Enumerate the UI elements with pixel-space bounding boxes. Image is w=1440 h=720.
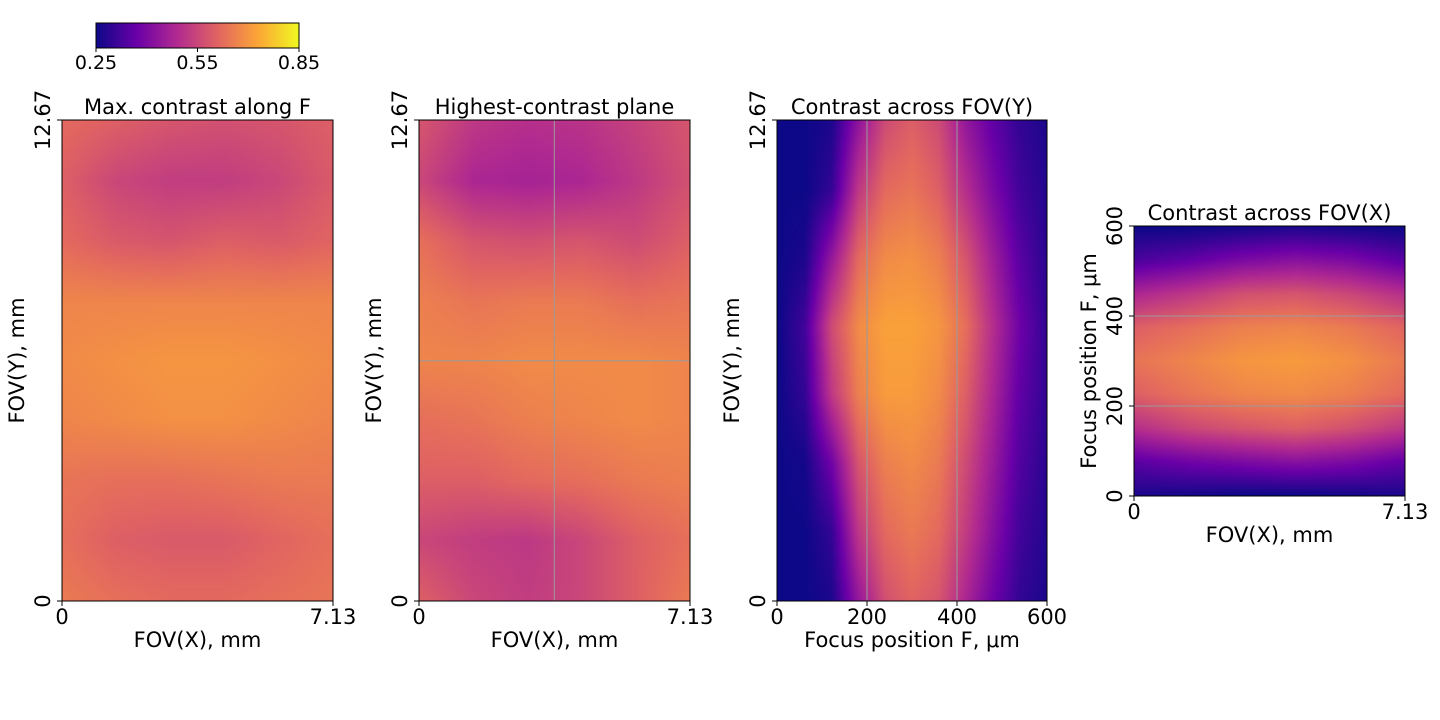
y-tick-label: 12.67	[746, 90, 770, 150]
x-axis-label: FOV(X), mm	[491, 628, 619, 652]
plot-title: Max. contrast along F	[84, 95, 311, 119]
y-axis-label: Focus position F, μm	[1077, 253, 1101, 469]
y-axis-label: FOV(Y), mm	[362, 297, 386, 423]
axes-frame	[418, 119, 691, 602]
heatmap-image	[1134, 226, 1405, 496]
y-tick-label: 0	[31, 594, 55, 607]
y-tick-label: 0	[388, 594, 412, 607]
heatmap-panel-2: Highest-contrast plane 0 7.13 0 12.67 FOV(X),…	[362, 90, 713, 652]
x-tick-label: 0	[770, 605, 783, 629]
y-tick-label: 12.67	[31, 90, 55, 150]
colorbar-gradient	[95, 22, 300, 49]
panels: Max. contrast along F 0 7.13 0 12.67 FOV(X), …	[5, 90, 1428, 652]
axes-frame	[1133, 225, 1406, 497]
x-axis-label: FOV(X), mm	[134, 628, 262, 652]
x-tick-label: 0	[1127, 500, 1140, 524]
y-tick-label: 200	[1103, 386, 1127, 426]
y-axis-label: FOV(Y), mm	[720, 297, 744, 423]
y-tick-label: 600	[1103, 206, 1127, 246]
x-tick-label: 400	[937, 605, 977, 629]
x-axis-label: Focus position F, μm	[804, 628, 1020, 652]
y-tick-label: 12.67	[388, 90, 412, 150]
x-axis-label: FOV(X), mm	[1206, 523, 1334, 547]
x-tick-label: 0	[412, 605, 425, 629]
x-tick-label: 200	[847, 605, 887, 629]
axes-frame	[61, 119, 334, 602]
plot-title: Contrast across FOV(X)	[1148, 201, 1392, 225]
colorbar-tick-label: 0.85	[278, 52, 320, 74]
x-tick-label: 7.13	[310, 605, 357, 629]
heatmap-image	[62, 120, 333, 601]
heatmap-panel-3: Contrast across FOV(Y) 0 200 400 600 0 12.67 Fo…	[720, 90, 1067, 652]
heatmap-image	[777, 120, 1047, 601]
plot-title: Highest-contrast plane	[435, 95, 675, 119]
heatmap-panel-4: Contrast across FOV(X) 0 7.13 0 200 400 600 FOV…	[1077, 201, 1428, 547]
axes-frame	[776, 119, 1048, 602]
plot-title: Contrast across FOV(Y)	[791, 95, 1033, 119]
colorbar-tick-label: 0.55	[176, 52, 218, 74]
x-tick-label: 600	[1027, 605, 1067, 629]
x-tick-label: 7.13	[1382, 500, 1429, 524]
y-tick-label: 400	[1103, 296, 1127, 336]
y-tick-label: 0	[746, 594, 770, 607]
colorbar-tick-label: 0.25	[75, 52, 117, 74]
x-tick-label: 7.13	[667, 605, 714, 629]
x-tick-label: 0	[55, 605, 68, 629]
heatmap-panel-1: Max. contrast along F 0 7.13 0 12.67 FOV(X), …	[5, 90, 356, 652]
colorbar: 0.25 0.55 0.85	[75, 22, 320, 74]
y-axis-label: FOV(Y), mm	[5, 297, 29, 423]
y-tick-label: 0	[1103, 489, 1127, 502]
